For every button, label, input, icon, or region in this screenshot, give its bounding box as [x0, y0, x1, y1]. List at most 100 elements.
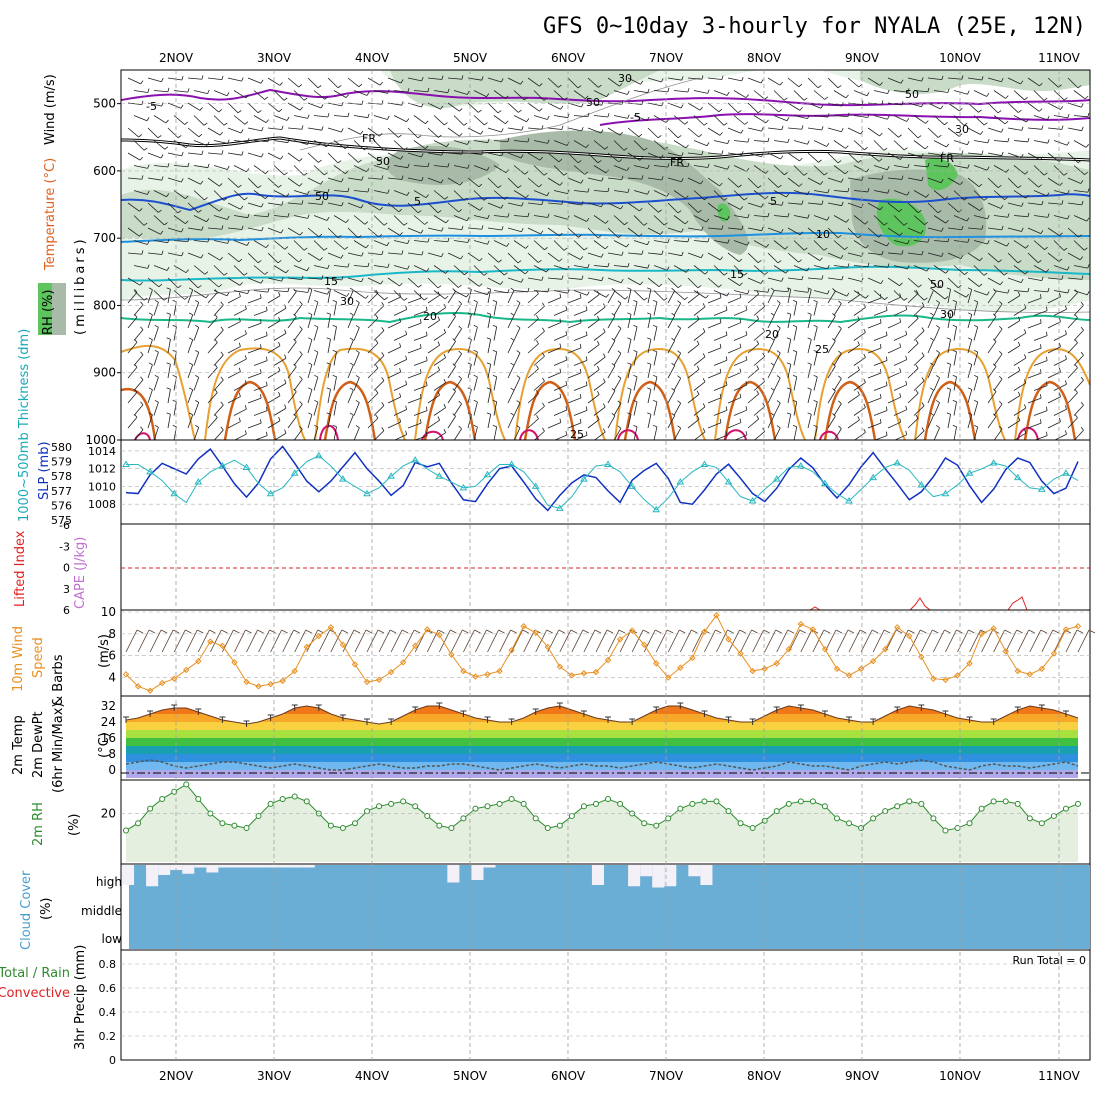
wind-barb-shaft [213, 215, 228, 220]
wind-marker [387, 668, 395, 676]
thickness-marker [435, 472, 444, 479]
wind-barb-shaft [193, 165, 208, 169]
wind-barb-flag [437, 316, 440, 321]
wind-barb-shaft [853, 240, 866, 249]
cloud-gap [230, 865, 243, 868]
wind-barb-shaft [667, 127, 679, 139]
wind-barb-shaft [473, 140, 488, 144]
wind-barb-shaft [487, 389, 492, 404]
wind-barb-shaft [993, 90, 1006, 99]
wind-barb-shaft [853, 190, 868, 193]
thickness-marker [772, 475, 781, 482]
wind-barb-flag [219, 208, 223, 212]
wind-barb-shaft [687, 77, 702, 80]
wind-barb-flag [492, 399, 497, 403]
wind-barb-flag [542, 377, 545, 382]
wind-marker [1062, 626, 1070, 633]
wind-barb-shaft [827, 227, 839, 238]
wind-barb-flag [260, 394, 262, 399]
wind-barb-shaft [807, 152, 819, 163]
wind-barb-shaft [153, 265, 168, 271]
wind-barb-shaft [287, 77, 299, 88]
wind-barb-shaft [307, 177, 321, 185]
wind-barb-shaft [693, 431, 706, 440]
wind-barb-shaft [873, 190, 888, 194]
wind-barb-shaft [373, 290, 385, 301]
wind-barb-flag [964, 271, 968, 276]
wind-barb-flag [792, 324, 797, 328]
wind-barb-shaft [847, 419, 860, 429]
rh-marker [725, 808, 732, 815]
wind-barb-shaft [507, 127, 522, 131]
wind-barb-shaft [247, 277, 262, 284]
wind-barb-shaft [433, 215, 447, 224]
wind-barb-shaft [953, 401, 957, 416]
wind-barb-shaft [967, 314, 973, 329]
wind-barb-shaft [173, 290, 185, 300]
wind-marker [1002, 648, 1009, 655]
wind-barb-shaft [253, 240, 267, 249]
wind-barb-flag [321, 200, 324, 205]
wind-barb-shaft [853, 332, 866, 341]
rh-marker [556, 822, 563, 829]
wind-barb-flag [681, 251, 684, 256]
barb-flag [136, 629, 144, 634]
wind-barb-flag [134, 388, 138, 393]
wind-barb-shaft [427, 77, 442, 80]
wind-barb-shaft [633, 190, 648, 195]
wind-barb-shaft [267, 252, 279, 264]
cloud-units: (%) [39, 898, 54, 921]
thickness-marker [652, 505, 661, 513]
wind-barb-shaft [587, 344, 600, 354]
wind-barb-flag [559, 318, 562, 323]
wind-marker [869, 657, 877, 665]
wind-barb-flag [473, 424, 478, 428]
wind-barb-flag [319, 257, 323, 261]
wind-barb-shaft [507, 177, 519, 189]
wind-barb-flag [770, 337, 775, 341]
rh-marker [809, 798, 816, 805]
cloud-gaps [121, 865, 713, 888]
wind-barb-flag [952, 424, 957, 428]
wind-barb-flag [163, 297, 168, 301]
wind-barb-shaft [353, 290, 366, 299]
wind-barb-flag [207, 89, 210, 94]
wind-barb-flag [1004, 120, 1009, 125]
wind-barb-flag [998, 425, 1003, 430]
barb-shaft [908, 629, 921, 653]
wind-barb-shaft [827, 315, 836, 329]
wind-barb-shaft [207, 392, 218, 404]
wind-barb-shaft [427, 202, 439, 214]
wind-barb-flag [160, 230, 164, 235]
wind-barb-flag [671, 287, 675, 292]
millibars-label: (millibars) [73, 236, 88, 335]
wind-barb-flag [799, 107, 803, 111]
wind-barb-shaft [453, 328, 462, 341]
wind-barb-flag [577, 160, 582, 164]
wind-barb-shaft [627, 289, 632, 304]
wind-barb-shaft [367, 367, 379, 379]
wind-barb-shaft [913, 265, 927, 272]
wind-barb-flag [776, 300, 781, 304]
wind-barb-shaft [713, 290, 728, 297]
wind-barb-flag [1080, 179, 1084, 184]
date-label-bottom: 9NOV [845, 1069, 880, 1083]
wind-barb-flag [577, 85, 582, 89]
wind-barb-flag [1040, 294, 1042, 299]
wind-barb-flag [187, 88, 190, 93]
wind-barb-shaft [707, 347, 722, 354]
wind-barb-shaft [827, 127, 842, 133]
wind-barb-flag [437, 391, 440, 396]
wind-barb-shaft [373, 355, 385, 366]
wind-barb-flag [705, 294, 709, 299]
wind-barb-flag [967, 362, 972, 365]
wind-barb-flag [367, 188, 370, 193]
wind-marker [881, 645, 889, 653]
barb-shaft [945, 629, 957, 653]
wind-barb-shaft [127, 367, 138, 379]
wind-barb-shaft [133, 215, 145, 226]
wind-barb-flag [419, 419, 422, 424]
barb-flag [570, 629, 578, 634]
wind-barb-shaft [967, 252, 980, 262]
